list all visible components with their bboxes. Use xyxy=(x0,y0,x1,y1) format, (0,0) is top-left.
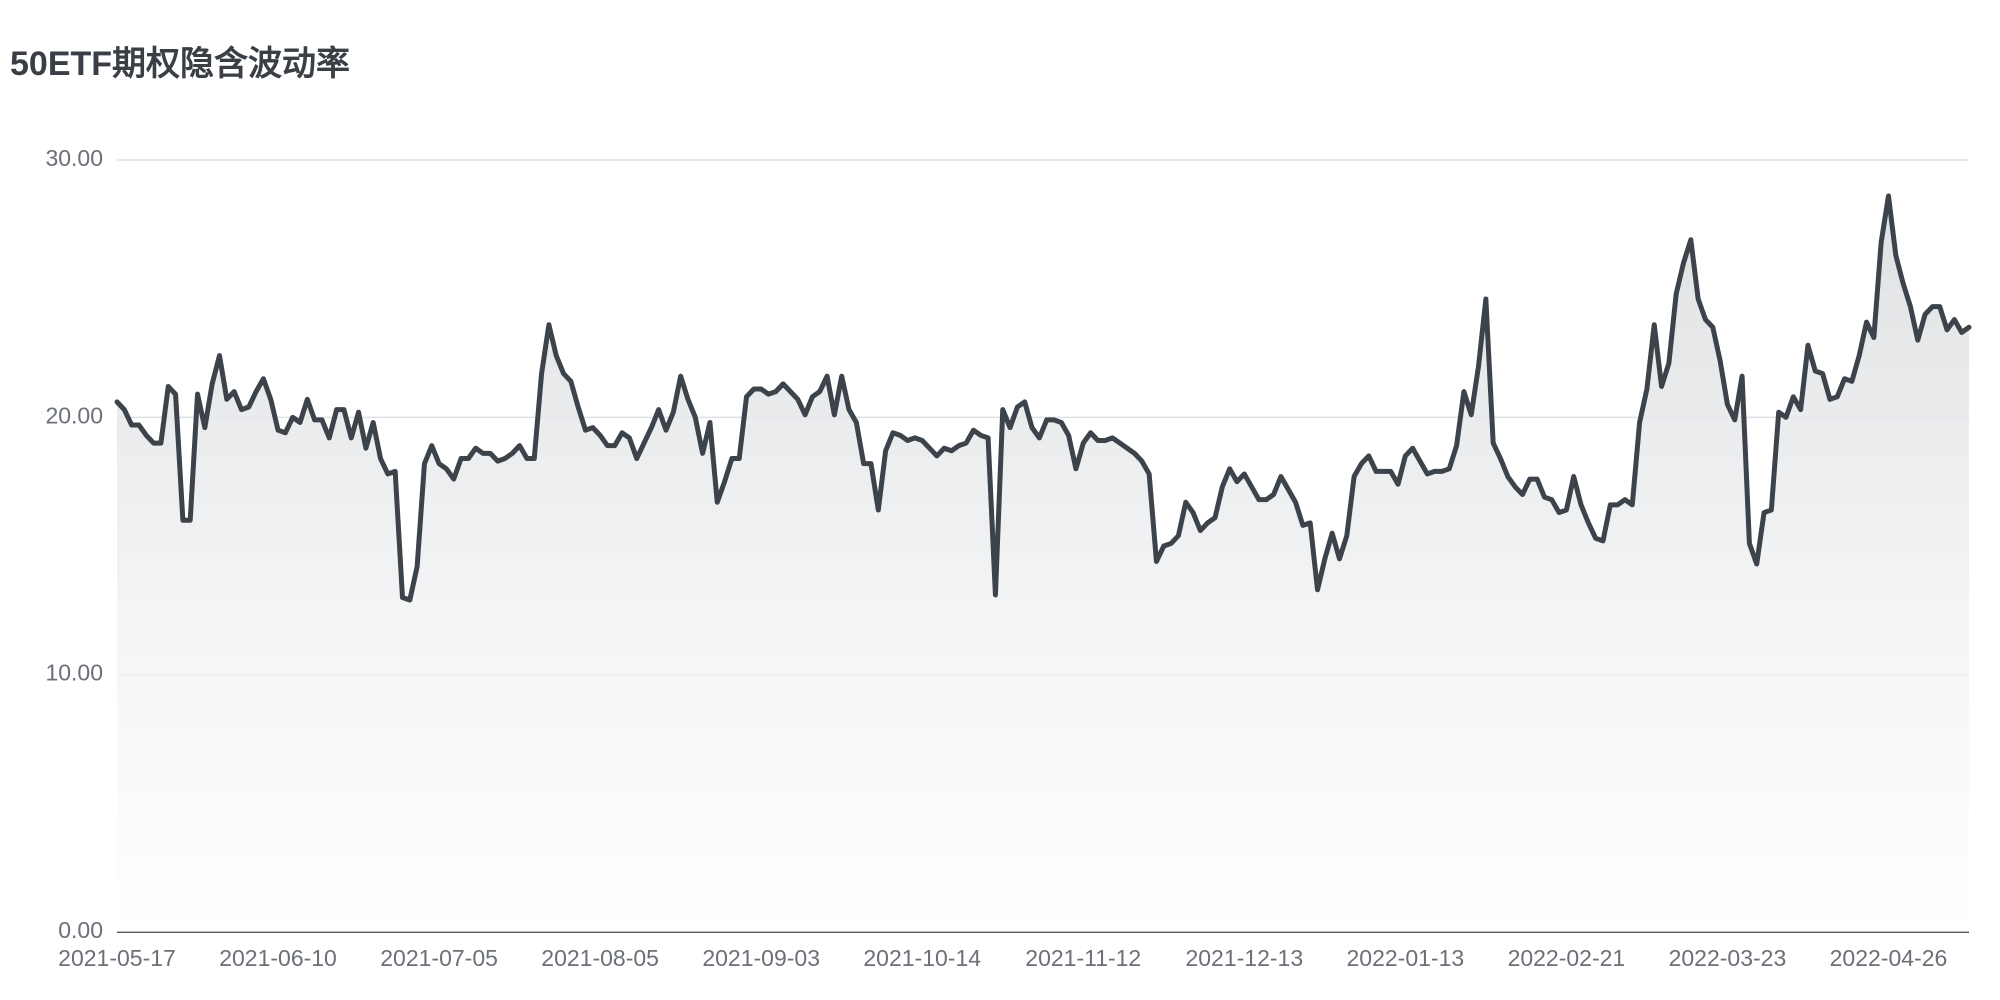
x-tick-label: 2021-07-05 xyxy=(380,945,498,971)
area-fill xyxy=(117,196,1969,932)
x-tick-label: 2022-03-23 xyxy=(1669,945,1787,971)
x-tick-label: 2022-04-26 xyxy=(1830,945,1948,971)
y-tick-label: 30.00 xyxy=(45,145,103,171)
x-tick-label: 2021-08-05 xyxy=(541,945,659,971)
x-tick-label: 2021-10-14 xyxy=(863,945,981,971)
x-tick-label: 2021-12-13 xyxy=(1185,945,1303,971)
chart-title: 50ETF期权隐含波动率 xyxy=(10,45,350,83)
y-tick-label: 0.00 xyxy=(58,917,103,943)
x-tick-label: 2021-05-17 xyxy=(58,945,176,971)
x-tick-label: 2021-11-12 xyxy=(1025,945,1141,971)
y-tick-label: 20.00 xyxy=(45,402,103,428)
x-tick-label: 2021-06-10 xyxy=(219,945,337,971)
y-tick-label: 10.00 xyxy=(45,660,103,686)
line xyxy=(114,193,1972,603)
x-tick-label: 2022-01-13 xyxy=(1347,945,1465,971)
x-tick-label: 2021-09-03 xyxy=(702,945,820,971)
x-tick-label: 2022-02-21 xyxy=(1508,945,1626,971)
